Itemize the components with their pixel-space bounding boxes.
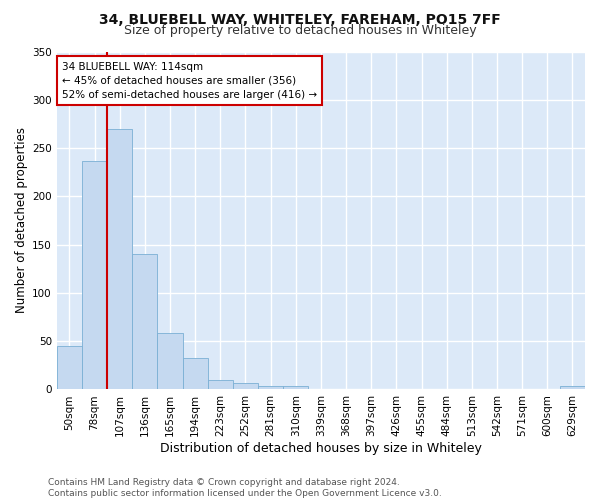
Bar — [107, 128, 132, 390]
Bar — [132, 254, 157, 390]
X-axis label: Distribution of detached houses by size in Whiteley: Distribution of detached houses by size … — [160, 442, 482, 455]
Bar — [82, 160, 107, 390]
Bar — [283, 386, 308, 390]
Bar — [57, 346, 82, 390]
Bar — [208, 380, 233, 390]
Text: 34 BLUEBELL WAY: 114sqm
← 45% of detached houses are smaller (356)
52% of semi-d: 34 BLUEBELL WAY: 114sqm ← 45% of detache… — [62, 62, 317, 100]
Text: Contains HM Land Registry data © Crown copyright and database right 2024.
Contai: Contains HM Land Registry data © Crown c… — [48, 478, 442, 498]
Bar — [233, 382, 258, 390]
Text: 34, BLUEBELL WAY, WHITELEY, FAREHAM, PO15 7FF: 34, BLUEBELL WAY, WHITELEY, FAREHAM, PO1… — [99, 12, 501, 26]
Bar — [157, 334, 182, 390]
Bar — [182, 358, 208, 390]
Bar — [258, 386, 283, 390]
Bar — [560, 386, 585, 390]
Y-axis label: Number of detached properties: Number of detached properties — [15, 128, 28, 314]
Text: Size of property relative to detached houses in Whiteley: Size of property relative to detached ho… — [124, 24, 476, 37]
